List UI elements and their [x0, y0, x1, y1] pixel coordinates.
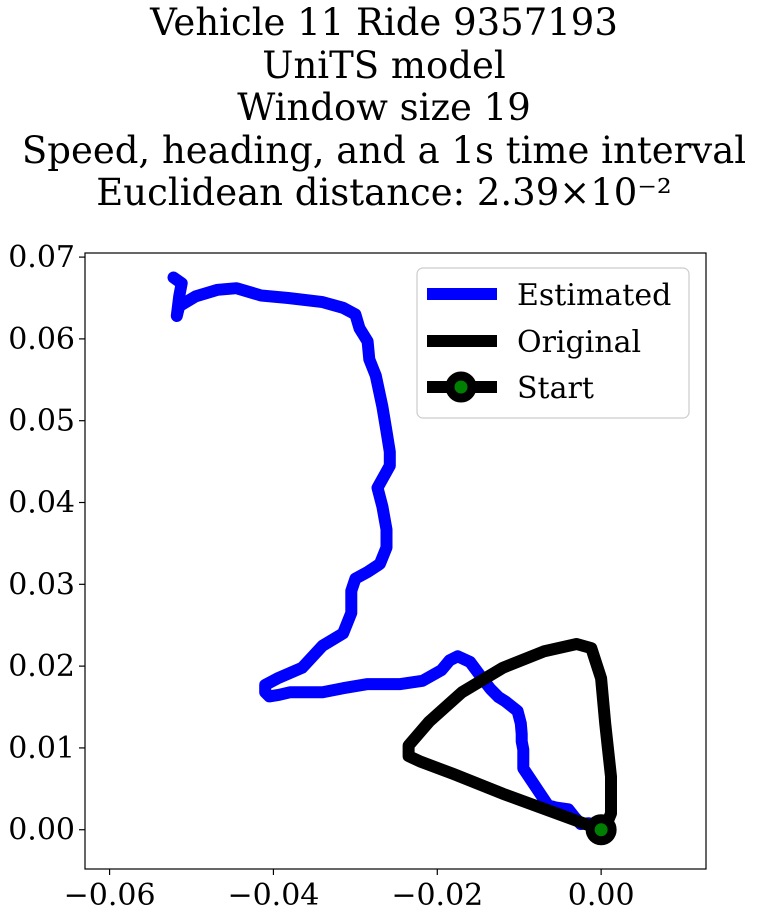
y-tick-label: 0.06 — [8, 322, 75, 357]
y-tick-label: 0.05 — [8, 404, 75, 439]
title-line-vehicle: Vehicle 11 Ride 9357193 — [150, 1, 618, 44]
y-axis: 0.00 0.01 0.02 0.03 0.04 0.05 0.06 0.07 — [8, 240, 85, 848]
legend-estimated-label: Estimated — [517, 278, 671, 313]
title-line-model: UniTS model — [262, 43, 506, 87]
x-tick-label: 0.00 — [568, 878, 635, 913]
legend-frame — [416, 267, 690, 419]
title-line-distance: Euclidean distance: 2.39×10⁻² — [96, 171, 672, 214]
legend-start-label: Start — [517, 371, 594, 406]
y-tick-label: 0.03 — [8, 567, 75, 602]
y-tick-label: 0.00 — [8, 813, 75, 848]
legend-original-label: Original — [517, 325, 641, 360]
start-marker — [585, 814, 617, 846]
title-line-features: Speed, heading, and a 1s time interval — [21, 128, 747, 172]
x-tick-label: −0.06 — [64, 878, 156, 913]
legend: Estimated Original Start — [416, 267, 690, 419]
y-tick-label: 0.07 — [8, 240, 75, 275]
chart-title: Vehicle 11 Ride 9357193 UniTS model Wind… — [0, 1, 768, 215]
title-line-window: Window size 19 — [237, 86, 531, 129]
series-line-estimated — [167, 271, 608, 836]
series-layer — [167, 271, 617, 846]
plot-frame — [84, 252, 707, 870]
y-tick-label: 0.01 — [8, 731, 75, 766]
x-axis: −0.06 −0.04 −0.02 0.00 — [64, 869, 635, 913]
series-line-original — [402, 638, 617, 836]
x-tick-label: −0.02 — [391, 878, 483, 913]
legend-start-marker — [445, 371, 477, 403]
y-tick-label: 0.04 — [8, 486, 75, 521]
x-tick-label: −0.04 — [227, 878, 319, 913]
y-tick-label: 0.02 — [8, 649, 75, 684]
